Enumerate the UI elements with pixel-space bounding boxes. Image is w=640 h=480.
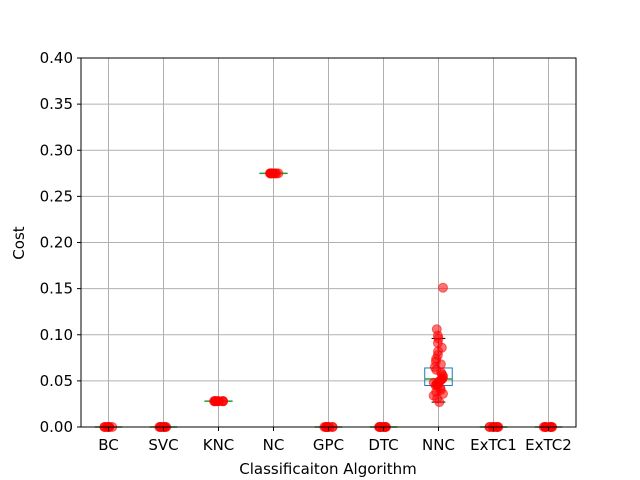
y-tick-label: 0.35: [40, 95, 73, 113]
y-tick-label: 0.20: [40, 234, 73, 252]
x-tick-label: ExTC1: [470, 436, 517, 454]
x-tick-label: KNC: [203, 436, 235, 454]
x-tick-label: NC: [263, 436, 285, 454]
y-tick-label: 0.30: [40, 141, 73, 159]
data-points: [99, 168, 558, 432]
x-tick-label: BC: [98, 436, 119, 454]
grid: [81, 57, 576, 428]
y-tick-label: 0.40: [40, 49, 73, 67]
x-tick-label: DTC: [368, 436, 398, 454]
y-axis-label: Cost: [10, 226, 28, 259]
ticks: 0.00 0.05 0.10 0.15 0.20 0.25 0.30 0.35 0.40 BC SV…: [40, 49, 572, 454]
x-tick-label: ExTC2: [525, 436, 572, 454]
x-tick-label: NNC: [422, 436, 455, 454]
y-tick-label: 0.05: [40, 372, 73, 390]
x-tick-label: GPC: [313, 436, 344, 454]
y-tick-label: 0.00: [40, 418, 73, 436]
data-point: [438, 282, 449, 293]
x-axis-label: Classificaiton Algorithm: [239, 460, 416, 478]
y-tick-label: 0.25: [40, 187, 73, 205]
data-point: [271, 168, 282, 179]
y-tick-label: 0.15: [40, 280, 73, 298]
data-point: [434, 397, 445, 408]
x-tick-label: SVC: [148, 436, 178, 454]
data-point: [213, 396, 224, 407]
y-tick-label: 0.10: [40, 326, 73, 344]
